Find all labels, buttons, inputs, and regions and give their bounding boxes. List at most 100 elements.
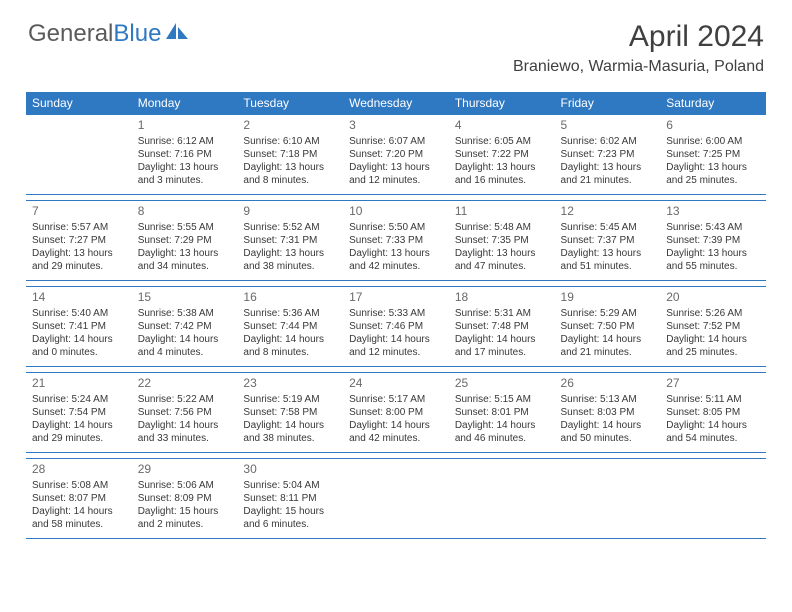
daylight-line1: Daylight: 14 hours bbox=[561, 419, 655, 432]
daylight-line1: Daylight: 15 hours bbox=[243, 505, 337, 518]
sunrise-line: Sunrise: 6:12 AM bbox=[138, 135, 232, 148]
calendar-day bbox=[555, 459, 661, 539]
calendar-week: 14Sunrise: 5:40 AMSunset: 7:41 PMDayligh… bbox=[26, 287, 766, 367]
weekday-header: Friday bbox=[555, 92, 661, 115]
sunrise-line: Sunrise: 5:57 AM bbox=[32, 221, 126, 234]
sunrise-line: Sunrise: 5:48 AM bbox=[455, 221, 549, 234]
day-number: 15 bbox=[138, 290, 232, 306]
sunrise-line: Sunrise: 5:40 AM bbox=[32, 307, 126, 320]
daylight-line1: Daylight: 14 hours bbox=[455, 419, 549, 432]
daylight-line1: Daylight: 14 hours bbox=[666, 419, 760, 432]
sunrise-line: Sunrise: 5:45 AM bbox=[561, 221, 655, 234]
calendar-day: 3Sunrise: 6:07 AMSunset: 7:20 PMDaylight… bbox=[343, 115, 449, 195]
daylight-line1: Daylight: 13 hours bbox=[666, 247, 760, 260]
daylight-line2: and 42 minutes. bbox=[349, 432, 443, 445]
daylight-line2: and 17 minutes. bbox=[455, 346, 549, 359]
daylight-line1: Daylight: 14 hours bbox=[349, 419, 443, 432]
sunset-line: Sunset: 7:23 PM bbox=[561, 148, 655, 161]
title-block: April 2024 Braniewo, Warmia-Masuria, Pol… bbox=[513, 20, 764, 76]
sunrise-line: Sunrise: 6:07 AM bbox=[349, 135, 443, 148]
daylight-line1: Daylight: 14 hours bbox=[349, 333, 443, 346]
sunset-line: Sunset: 7:48 PM bbox=[455, 320, 549, 333]
day-number: 24 bbox=[349, 376, 443, 392]
daylight-line2: and 8 minutes. bbox=[243, 346, 337, 359]
sunset-line: Sunset: 8:00 PM bbox=[349, 406, 443, 419]
sunset-line: Sunset: 8:01 PM bbox=[455, 406, 549, 419]
sunrise-line: Sunrise: 6:10 AM bbox=[243, 135, 337, 148]
daylight-line1: Daylight: 14 hours bbox=[32, 333, 126, 346]
day-number: 11 bbox=[455, 204, 549, 220]
sunrise-line: Sunrise: 5:22 AM bbox=[138, 393, 232, 406]
calendar-day: 23Sunrise: 5:19 AMSunset: 7:58 PMDayligh… bbox=[237, 373, 343, 453]
sunset-line: Sunset: 7:31 PM bbox=[243, 234, 337, 247]
calendar-day: 25Sunrise: 5:15 AMSunset: 8:01 PMDayligh… bbox=[449, 373, 555, 453]
sunset-line: Sunset: 7:58 PM bbox=[243, 406, 337, 419]
daylight-line2: and 12 minutes. bbox=[349, 346, 443, 359]
day-number: 20 bbox=[666, 290, 760, 306]
weekday-header: Tuesday bbox=[237, 92, 343, 115]
calendar-day: 30Sunrise: 5:04 AMSunset: 8:11 PMDayligh… bbox=[237, 459, 343, 539]
calendar-day: 16Sunrise: 5:36 AMSunset: 7:44 PMDayligh… bbox=[237, 287, 343, 367]
daylight-line2: and 8 minutes. bbox=[243, 174, 337, 187]
sunrise-line: Sunrise: 5:15 AM bbox=[455, 393, 549, 406]
daylight-line1: Daylight: 15 hours bbox=[138, 505, 232, 518]
calendar-day: 1Sunrise: 6:12 AMSunset: 7:16 PMDaylight… bbox=[132, 115, 238, 195]
location-text: Braniewo, Warmia-Masuria, Poland bbox=[513, 58, 764, 76]
daylight-line1: Daylight: 14 hours bbox=[138, 419, 232, 432]
day-number: 30 bbox=[243, 462, 337, 478]
day-number: 6 bbox=[666, 118, 760, 134]
calendar-day: 7Sunrise: 5:57 AMSunset: 7:27 PMDaylight… bbox=[26, 201, 132, 281]
sunrise-line: Sunrise: 5:33 AM bbox=[349, 307, 443, 320]
daylight-line1: Daylight: 13 hours bbox=[455, 161, 549, 174]
calendar-day: 11Sunrise: 5:48 AMSunset: 7:35 PMDayligh… bbox=[449, 201, 555, 281]
daylight-line2: and 25 minutes. bbox=[666, 174, 760, 187]
sunrise-line: Sunrise: 6:05 AM bbox=[455, 135, 549, 148]
daylight-line2: and 25 minutes. bbox=[666, 346, 760, 359]
sunset-line: Sunset: 7:54 PM bbox=[32, 406, 126, 419]
day-number: 3 bbox=[349, 118, 443, 134]
day-number: 13 bbox=[666, 204, 760, 220]
calendar-day: 20Sunrise: 5:26 AMSunset: 7:52 PMDayligh… bbox=[660, 287, 766, 367]
day-number: 18 bbox=[455, 290, 549, 306]
calendar-day bbox=[343, 459, 449, 539]
daylight-line2: and 50 minutes. bbox=[561, 432, 655, 445]
brand-logo: GeneralBlue bbox=[28, 20, 190, 48]
sunrise-line: Sunrise: 5:04 AM bbox=[243, 479, 337, 492]
calendar-day: 29Sunrise: 5:06 AMSunset: 8:09 PMDayligh… bbox=[132, 459, 238, 539]
daylight-line2: and 6 minutes. bbox=[243, 518, 337, 531]
daylight-line2: and 58 minutes. bbox=[32, 518, 126, 531]
day-number: 9 bbox=[243, 204, 337, 220]
sunset-line: Sunset: 7:50 PM bbox=[561, 320, 655, 333]
daylight-line2: and 34 minutes. bbox=[138, 260, 232, 273]
sunrise-line: Sunrise: 5:06 AM bbox=[138, 479, 232, 492]
calendar-day: 14Sunrise: 5:40 AMSunset: 7:41 PMDayligh… bbox=[26, 287, 132, 367]
day-number: 22 bbox=[138, 376, 232, 392]
sunset-line: Sunset: 7:37 PM bbox=[561, 234, 655, 247]
day-number: 26 bbox=[561, 376, 655, 392]
sunrise-line: Sunrise: 5:13 AM bbox=[561, 393, 655, 406]
day-number: 8 bbox=[138, 204, 232, 220]
calendar-day: 12Sunrise: 5:45 AMSunset: 7:37 PMDayligh… bbox=[555, 201, 661, 281]
sunset-line: Sunset: 8:11 PM bbox=[243, 492, 337, 505]
calendar-day bbox=[660, 459, 766, 539]
daylight-line2: and 47 minutes. bbox=[455, 260, 549, 273]
daylight-line1: Daylight: 14 hours bbox=[455, 333, 549, 346]
sunset-line: Sunset: 8:07 PM bbox=[32, 492, 126, 505]
calendar-day: 5Sunrise: 6:02 AMSunset: 7:23 PMDaylight… bbox=[555, 115, 661, 195]
calendar-day: 10Sunrise: 5:50 AMSunset: 7:33 PMDayligh… bbox=[343, 201, 449, 281]
daylight-line2: and 29 minutes. bbox=[32, 260, 126, 273]
sunrise-line: Sunrise: 6:02 AM bbox=[561, 135, 655, 148]
daylight-line1: Daylight: 13 hours bbox=[243, 161, 337, 174]
sunrise-line: Sunrise: 5:29 AM bbox=[561, 307, 655, 320]
daylight-line1: Daylight: 13 hours bbox=[561, 247, 655, 260]
sunset-line: Sunset: 7:33 PM bbox=[349, 234, 443, 247]
sunset-line: Sunset: 7:46 PM bbox=[349, 320, 443, 333]
sunrise-line: Sunrise: 5:19 AM bbox=[243, 393, 337, 406]
day-number: 19 bbox=[561, 290, 655, 306]
brand-part2: Blue bbox=[113, 20, 161, 48]
sunset-line: Sunset: 7:22 PM bbox=[455, 148, 549, 161]
calendar-day: 8Sunrise: 5:55 AMSunset: 7:29 PMDaylight… bbox=[132, 201, 238, 281]
calendar-day: 9Sunrise: 5:52 AMSunset: 7:31 PMDaylight… bbox=[237, 201, 343, 281]
daylight-line1: Daylight: 14 hours bbox=[243, 333, 337, 346]
daylight-line1: Daylight: 13 hours bbox=[349, 247, 443, 260]
